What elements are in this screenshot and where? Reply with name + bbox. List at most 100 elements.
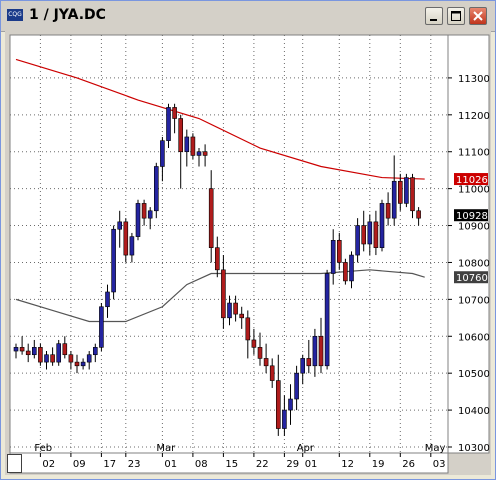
candle-body [154,166,159,212]
day-label: 03 [433,459,446,470]
price-label-box [454,173,488,186]
price-tick-label: 10500 [458,369,490,380]
minimize-button[interactable] [425,7,443,25]
candle-body [56,343,62,363]
candle-body [306,358,312,367]
candle-body [324,273,330,367]
price-label: 11026 [456,175,488,186]
candle-body [129,236,135,256]
window-title: 1 / JYA.DC [29,7,106,23]
price-tick-label: 10900 [458,222,490,233]
price-label: 10760 [456,273,488,284]
candle-body [44,354,49,363]
candle-body [233,302,238,315]
candle-body [202,151,208,156]
candle-body [239,313,244,319]
candle-body [208,188,214,248]
candle-body [184,136,190,153]
status-box[interactable] [7,454,22,473]
day-label: 19 [372,459,385,470]
candle-body [245,317,251,341]
candle-body [160,140,165,167]
candle-body [379,203,385,248]
day-label: 23 [128,459,141,470]
candle-body [300,358,306,374]
candle-body [221,269,226,319]
candle-body [19,347,25,352]
minimize-icon [430,19,437,21]
candle-body [251,339,257,348]
day-label: 01 [164,459,177,470]
day-label: 09 [73,459,86,470]
candle-body [178,118,183,153]
close-button[interactable] [469,7,487,25]
price-tick-label: 10800 [458,258,490,269]
candle-body [367,221,373,245]
price-tick-label: 11100 [458,148,490,159]
chart-area[interactable]: 11300 11200 11100 11000 10900 10800 10700 10600… [5,31,491,475]
candle-body [74,361,80,367]
app-icon[interactable]: CQG [7,9,23,21]
day-label: 01 [305,459,318,470]
candle-body [13,347,19,352]
candle-body [93,347,98,356]
candle-body [25,350,31,356]
price-tick-label: 10300 [458,443,490,454]
candle-body [343,262,348,282]
candle-body [257,347,263,359]
candle-body [373,221,379,248]
close-icon [473,11,483,21]
candle-body [135,203,141,237]
maximize-icon [451,11,461,21]
maximize-button[interactable] [447,7,465,25]
candle-body [117,221,122,230]
candle-body [38,347,43,363]
candle-body [404,177,409,204]
candle-body [147,210,153,219]
day-label: 22 [256,459,269,470]
candle-body [62,343,68,356]
price-label-box [454,209,488,222]
candle-body [294,372,299,400]
candle-body [86,354,92,363]
price-label: 10928 [456,211,488,222]
candle-body [172,107,177,119]
candle-body [68,354,74,363]
price-tick-label: 10600 [458,332,490,343]
day-label: 17 [103,459,116,470]
month-label: May [425,443,446,454]
candle-body [80,361,86,367]
candle-body [416,210,421,219]
month-label: Mar [156,443,176,454]
price-tick-label: 10400 [458,406,490,417]
month-label: Feb [34,443,52,454]
candle-body [275,380,281,429]
candle-body [215,247,220,271]
candlestick-chart[interactable]: 11300 11200 11100 11000 10900 10800 10700 10600… [5,31,491,475]
candle-body [31,347,37,356]
candle-body [391,180,397,219]
candle-body [263,358,269,367]
moving-average-red [15,58,425,180]
candle-body [385,203,391,219]
day-label: 15 [225,459,238,470]
candle-body [410,177,415,212]
candle-body [330,240,336,274]
candle-body [361,225,367,245]
candle-body [336,240,342,263]
day-label: 02 [42,459,55,470]
candle-body [50,354,55,363]
candle-body [99,306,104,348]
price-tick-label: 10700 [458,295,490,306]
candle-body [349,254,354,282]
candle-body [282,409,287,429]
candle-body [318,335,324,367]
candle-body [196,151,202,156]
price-tick-label: 11200 [458,111,490,122]
candle-body [355,225,360,256]
title-bar[interactable]: CQG 1 / JYA.DC [1,1,495,32]
price-tick-label: 11300 [458,74,490,85]
day-label: 08 [195,459,208,470]
candle-body [123,221,129,256]
